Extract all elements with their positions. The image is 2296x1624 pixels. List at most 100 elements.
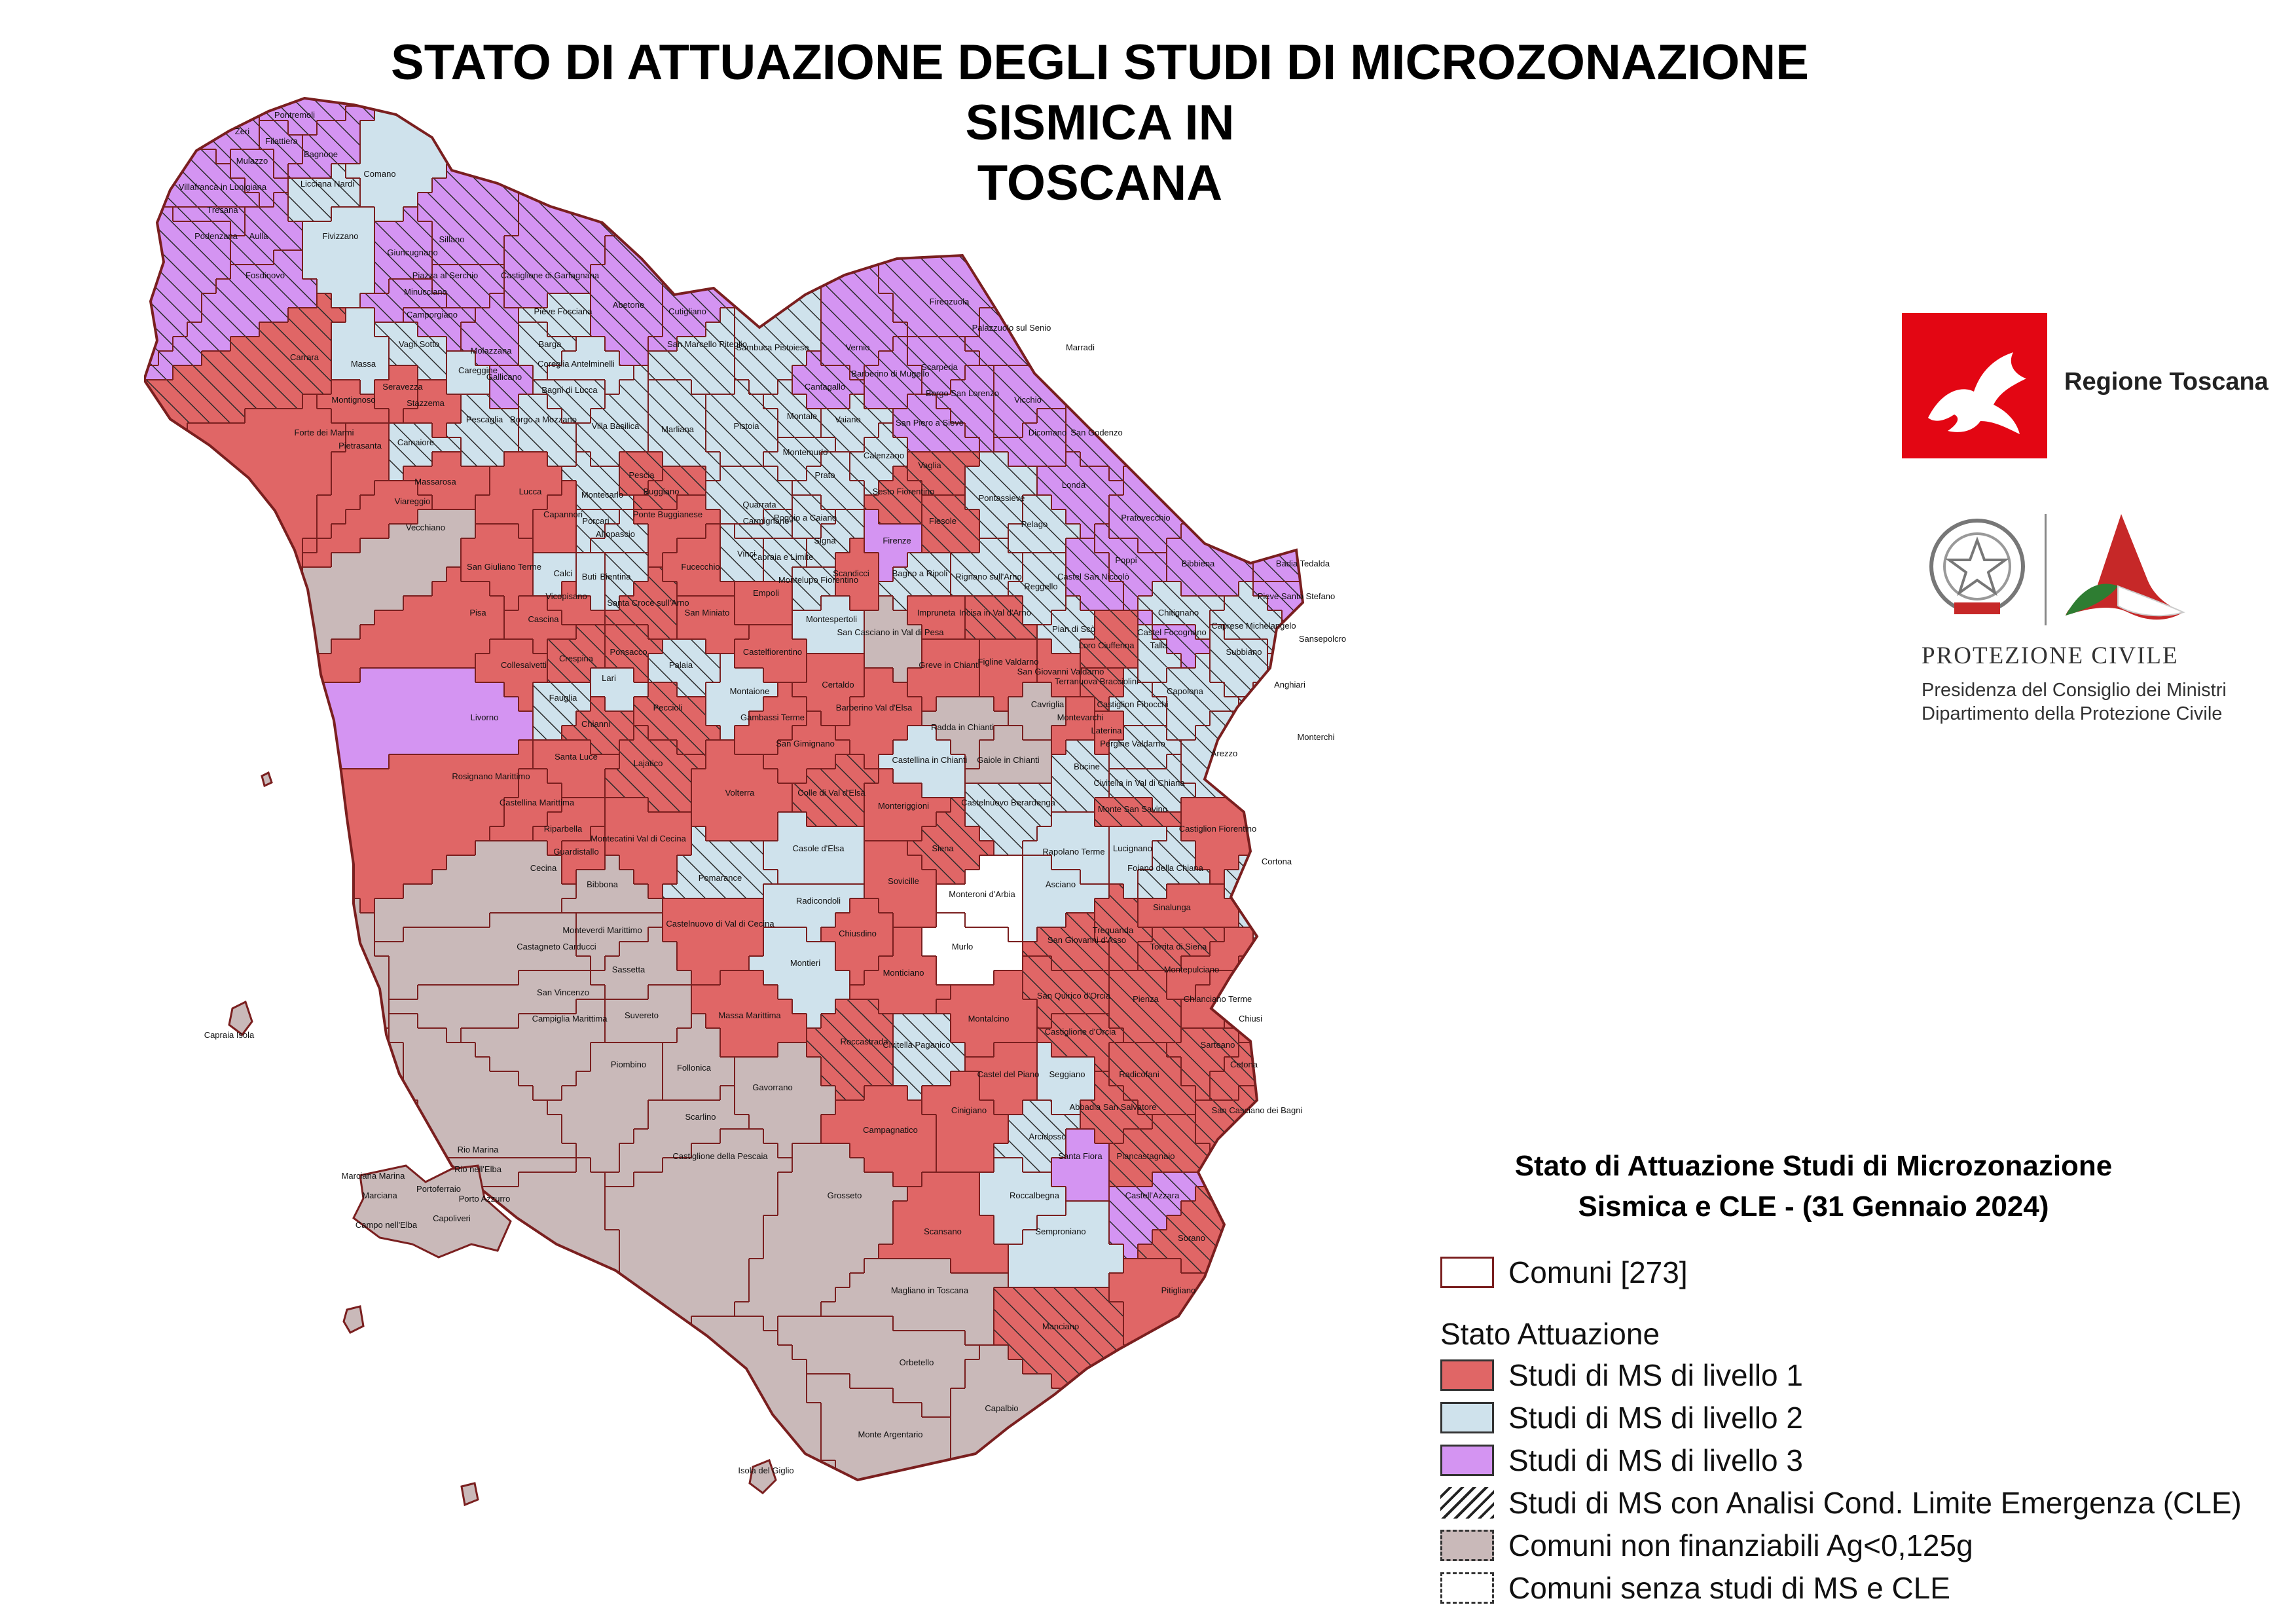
comune-label: San Casciano dei Bagni	[1212, 1105, 1303, 1115]
comune-area	[1138, 884, 1239, 927]
comune-area	[288, 481, 432, 581]
legend-item-level3: Studi di MS di livello 3	[1440, 1442, 1803, 1479]
comune-label: Capolona	[1167, 686, 1203, 696]
comune-cle-hatch	[1109, 970, 1181, 1043]
comune-label: Vernio	[846, 342, 870, 352]
comune-area	[922, 697, 1008, 769]
comune-cle-hatch	[1210, 581, 1282, 654]
comune-cle-hatch	[634, 682, 720, 754]
comune-label: Lucca	[519, 487, 542, 496]
comune-cle-hatch	[1267, 697, 1303, 841]
comune-area	[763, 812, 864, 884]
comune-label: Pieve Santo Stefano	[1258, 591, 1336, 601]
comune-label: Calenzano	[864, 451, 904, 460]
comune-label: Pergine Valdarno	[1100, 739, 1165, 748]
comune-label: Palaia	[669, 660, 693, 670]
comune-cle-hatch	[533, 380, 605, 423]
comune-label: Stazzema	[407, 398, 445, 408]
comune-label: Volterra	[725, 788, 756, 798]
comune-label: Montecatini Val di Cecina	[591, 834, 686, 843]
comune-label: Barberino Val d'Elsa	[836, 703, 913, 712]
comune-label: Cantagallo	[805, 382, 845, 392]
comune-label: Bibbiena	[1182, 559, 1215, 568]
legend-label-cle: Studi di MS con Analisi Cond. Limite Eme…	[1508, 1486, 2242, 1520]
comune-label: Minucciano	[404, 287, 447, 297]
comune-label: Ponte Buggianese	[633, 509, 702, 519]
comune-cle-hatch	[144, 293, 346, 437]
map-title-line2: TOSCANA	[977, 155, 1223, 211]
island-montecristo	[460, 1482, 479, 1507]
comune-label: Marliana	[661, 424, 695, 434]
comune-label: Murlo	[952, 942, 974, 951]
comune-label: Certaldo	[822, 680, 854, 690]
comune-label: San Giovanni Valdarno	[1017, 667, 1104, 676]
comune-area	[389, 1014, 576, 1158]
comune-label: Barga	[539, 339, 562, 349]
comune-label: Licciana Nardi	[301, 179, 354, 189]
comune-label: Ponsacco	[610, 647, 647, 657]
comune-area	[879, 726, 965, 798]
comune-label: Castiglione d'Orcia	[1045, 1027, 1116, 1037]
comune-label: Firenze	[883, 536, 911, 545]
comune-label: Fauglia	[549, 693, 577, 703]
comune-cle-hatch	[1095, 798, 1181, 826]
comune-label: Porcari	[582, 516, 609, 526]
comune-label: Chianciano Terme	[1184, 994, 1252, 1004]
comune-area	[691, 740, 792, 841]
comune-label: Radda in Chianti	[931, 722, 994, 732]
comune-cle-hatch	[619, 452, 663, 495]
comune-area	[1037, 98, 1303, 394]
comune-label: Marciana Marina	[342, 1171, 406, 1181]
comune-area	[605, 1129, 792, 1331]
comune-label: Montespertoli	[806, 614, 857, 624]
comune-area	[807, 1374, 994, 1480]
comune-cle-hatch	[807, 999, 893, 1100]
comune-label: Campagnatico	[863, 1125, 918, 1135]
comune-label: Seggiano	[1049, 1069, 1085, 1079]
comune-label: Sassetta	[612, 965, 646, 974]
island-pianosa	[342, 1305, 365, 1334]
comuni-layer	[144, 98, 1303, 1480]
comune-area	[1224, 942, 1303, 1057]
comune-label: Careggine	[458, 365, 498, 375]
comune-label: Piazza al Serchio	[412, 270, 478, 280]
comune-label: Sambuca Pistoiese	[736, 342, 809, 352]
comune-label: Bagni di Lucca	[541, 385, 598, 395]
comune-label: Impruneta	[917, 608, 956, 618]
comune-label: Campiglia Marittima	[532, 1014, 608, 1024]
comune-label: Viareggio	[395, 496, 431, 506]
comune-label: Poggio a Caiano	[774, 513, 837, 523]
comune-label: Trequanda	[1093, 925, 1134, 935]
comune-label: Prato	[814, 470, 835, 480]
comune-label: Bientina	[600, 572, 632, 581]
comune-cle-hatch	[792, 495, 835, 538]
comune-label: Sansepolcro	[1299, 634, 1346, 644]
comune-label: Arcidosso	[1029, 1132, 1066, 1141]
italian-emblem-icon	[1929, 519, 2025, 614]
comune-label: Radicofani	[1119, 1069, 1159, 1079]
legend-item-level1: Studi di MS di livello 1	[1440, 1357, 1803, 1393]
comune-cle-hatch	[1095, 524, 1167, 610]
comune-label: Fivizzano	[323, 231, 359, 241]
comune-label: Pistoia	[733, 421, 759, 431]
comune-label: Pratovecchio	[1121, 513, 1170, 523]
comune-label: Zeri	[235, 126, 250, 136]
comune-label: Castiglione di Garfagnana	[501, 270, 600, 280]
legend-swatch-level2	[1440, 1402, 1494, 1433]
protezione-civile-sub1: Presidenza del Consiglio dei Ministri	[1922, 680, 2227, 701]
comune-label: Gambassi Terme	[740, 712, 805, 722]
comune-label: Porto Azzurro	[459, 1194, 511, 1204]
comune-cle-hatch	[144, 207, 230, 365]
comune-area	[864, 769, 951, 841]
comune-label: Reggello	[1024, 581, 1057, 591]
comune-area	[605, 1086, 749, 1187]
comune-area	[936, 970, 1037, 1057]
comune-cle-hatch	[994, 409, 1066, 466]
comune-label: Pontassieve	[979, 493, 1025, 503]
comune-label: Castelnuovo Berardenga	[961, 798, 1056, 807]
comune-area	[1037, 1043, 1095, 1115]
comune-label: Chiusdino	[839, 929, 877, 938]
protezione-civile-logo-icon	[2066, 514, 2185, 620]
comune-label: Camporgiano	[407, 310, 458, 320]
comune-label: Abbadia San Salvatore	[1070, 1102, 1157, 1112]
